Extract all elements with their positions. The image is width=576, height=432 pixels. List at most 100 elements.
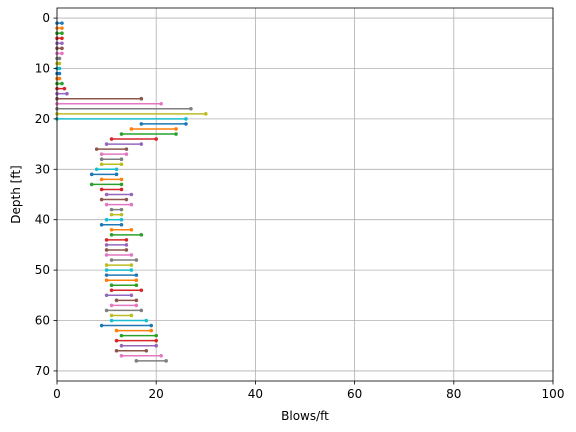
- data-point: [104, 238, 109, 242]
- y-tick-label: 40: [35, 213, 50, 227]
- series-25ft: [104, 142, 144, 146]
- data-point: [104, 263, 109, 267]
- data-point: [114, 298, 119, 303]
- data-point: [109, 258, 114, 262]
- data-point: [159, 353, 163, 358]
- series-44ft: [104, 238, 129, 242]
- series-36ft: [99, 197, 129, 202]
- y-tick-label: 50: [35, 263, 50, 277]
- series-68ft: [134, 359, 168, 363]
- y-tick-label: 20: [35, 112, 50, 126]
- series-62ft: [114, 328, 154, 333]
- data-point: [99, 222, 104, 227]
- series-56ft: [114, 298, 139, 303]
- series-37ft: [104, 202, 134, 207]
- series-45ft: [104, 243, 129, 247]
- series-30ft: [94, 167, 119, 172]
- series-64ft: [114, 338, 158, 343]
- data-point: [60, 36, 64, 41]
- series-35ft: [104, 192, 134, 197]
- data-point: [109, 303, 114, 308]
- data-point: [139, 288, 144, 293]
- series-28ft: [99, 157, 124, 162]
- series-15ft: [55, 91, 69, 96]
- data-point: [104, 142, 109, 146]
- series-group: [55, 21, 208, 363]
- data-point: [139, 142, 144, 146]
- data-point: [134, 273, 139, 277]
- series-60ft: [109, 318, 149, 323]
- y-axis-label: Depth [ft]: [9, 165, 23, 223]
- data-point: [109, 137, 114, 141]
- data-point: [94, 147, 99, 151]
- y-axis-ticks: 0 10 20 30 40 50 60 70: [35, 11, 57, 378]
- data-point: [119, 222, 124, 227]
- data-point: [134, 258, 139, 262]
- series-9ft: [55, 61, 62, 66]
- data-point: [99, 152, 104, 156]
- series-55ft: [104, 293, 134, 298]
- data-point: [154, 343, 158, 348]
- data-point: [109, 288, 114, 293]
- data-point: [159, 101, 163, 106]
- data-point: [204, 112, 208, 116]
- series-31ft: [89, 172, 119, 177]
- data-point: [89, 182, 94, 187]
- data-point: [119, 333, 124, 338]
- series-11ft: [55, 71, 62, 76]
- y-tick-label: 10: [35, 61, 50, 75]
- data-point: [57, 76, 62, 81]
- series-12ft: [55, 76, 62, 81]
- data-point: [119, 343, 124, 348]
- series-61ft: [99, 323, 154, 328]
- data-point: [89, 172, 94, 177]
- data-point: [60, 46, 64, 51]
- x-axis-label: Blows/ft: [281, 409, 329, 423]
- data-point: [119, 157, 124, 162]
- data-point: [57, 61, 62, 66]
- series-1ft: [55, 21, 64, 25]
- data-point: [129, 313, 134, 318]
- x-axis-ticks: 0 20 40 60 80 100: [53, 381, 564, 401]
- data-point: [104, 253, 109, 257]
- series-33ft: [89, 182, 124, 187]
- series-65ft: [119, 343, 158, 348]
- data-point: [114, 328, 119, 333]
- data-point: [124, 152, 129, 156]
- data-point: [119, 182, 124, 187]
- data-point: [184, 117, 188, 121]
- data-point: [129, 268, 134, 272]
- data-point: [109, 233, 114, 237]
- data-point: [109, 212, 114, 217]
- data-point: [129, 192, 134, 197]
- data-point: [104, 217, 109, 222]
- data-point: [164, 359, 168, 363]
- data-point: [124, 248, 129, 252]
- data-point: [99, 197, 104, 202]
- series-23ft: [119, 132, 178, 136]
- series-57ft: [109, 303, 139, 308]
- data-point: [60, 51, 64, 56]
- data-point: [139, 233, 144, 237]
- data-point: [104, 273, 109, 277]
- x-tick-label: 40: [248, 387, 263, 401]
- series-26ft: [94, 147, 129, 151]
- data-point: [144, 348, 149, 353]
- data-point: [134, 283, 139, 288]
- data-point: [104, 268, 109, 272]
- series-59ft: [109, 313, 134, 318]
- series-46ft: [104, 248, 129, 252]
- series-38ft: [109, 207, 124, 212]
- series-3ft: [55, 31, 64, 36]
- series-21ft: [139, 122, 188, 126]
- data-point: [154, 137, 158, 141]
- data-point: [119, 162, 124, 167]
- data-point: [119, 353, 124, 358]
- data-point: [149, 328, 154, 333]
- data-point: [57, 56, 62, 61]
- series-47ft: [104, 253, 134, 257]
- data-point: [99, 177, 104, 182]
- data-point: [114, 167, 119, 172]
